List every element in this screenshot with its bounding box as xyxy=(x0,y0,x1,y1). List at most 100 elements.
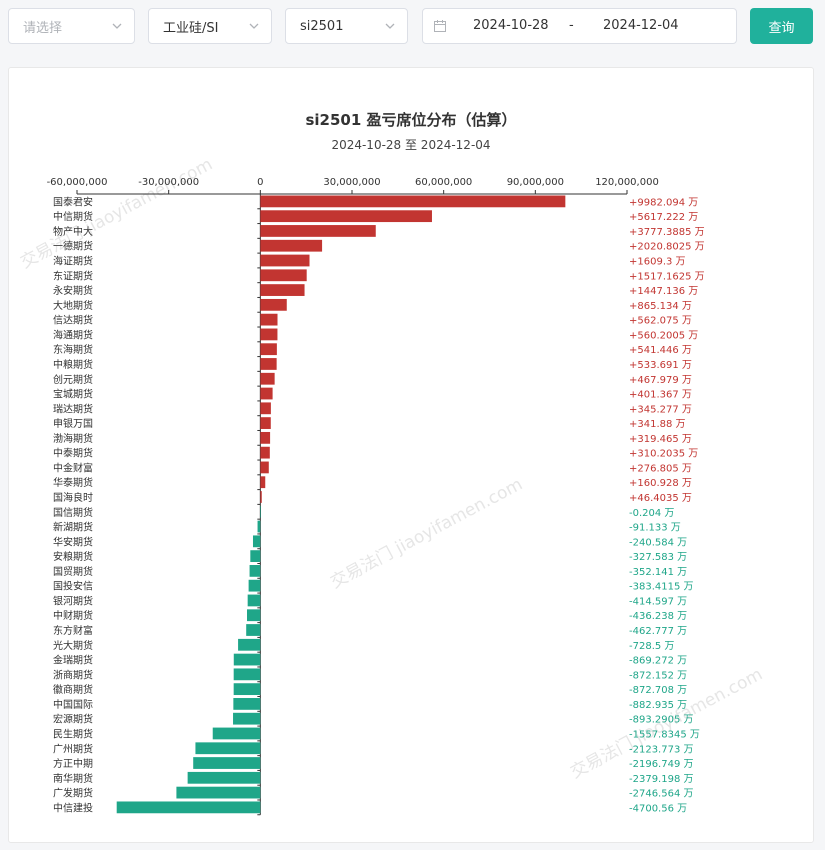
data-label: +46.4035 万 xyxy=(629,493,692,504)
bar[interactable] xyxy=(260,195,566,208)
x-tick-label: -30,000,000 xyxy=(138,177,199,188)
bar[interactable] xyxy=(260,239,323,252)
chart-card: 交易法门 jiaoyifamen.com 交易法门 jiaoyifamen.com… xyxy=(8,67,814,843)
bar[interactable] xyxy=(260,431,271,444)
bar[interactable] xyxy=(238,638,261,651)
bar[interactable] xyxy=(260,313,278,326)
query-button[interactable]: 查询 xyxy=(750,8,813,44)
bar[interactable] xyxy=(176,786,261,799)
bar[interactable] xyxy=(260,343,277,356)
calendar-icon xyxy=(434,20,446,32)
bar[interactable] xyxy=(212,727,261,740)
bar[interactable] xyxy=(233,653,261,666)
data-label: -91.133 万 xyxy=(629,523,681,534)
data-label: -414.597 万 xyxy=(629,596,687,607)
bar[interactable] xyxy=(233,668,261,681)
bar[interactable] xyxy=(187,771,261,784)
data-label: +341.88 万 xyxy=(629,419,686,430)
data-label: +562.075 万 xyxy=(629,316,692,327)
bar[interactable] xyxy=(260,225,376,237)
bar[interactable] xyxy=(260,328,278,341)
y-category-label: 中国国际 xyxy=(53,698,93,711)
data-label: -352.141 万 xyxy=(629,567,687,578)
data-label: +533.691 万 xyxy=(629,360,692,371)
y-category-label: 银河期货 xyxy=(53,594,93,607)
y-category-label: 渤海期货 xyxy=(53,432,93,445)
y-category-label: 南华期货 xyxy=(53,772,93,785)
y-category-label: 东证期货 xyxy=(53,269,93,282)
y-category-label: 金瑞期货 xyxy=(53,654,93,667)
bar[interactable] xyxy=(252,535,261,548)
bar[interactable] xyxy=(260,402,271,415)
bar[interactable] xyxy=(247,609,261,622)
bar[interactable] xyxy=(260,269,307,282)
y-category-label: 安粮期货 xyxy=(53,550,93,563)
data-label: +865.134 万 xyxy=(629,301,692,312)
y-category-label: 光大期货 xyxy=(53,639,93,652)
data-label: +2020.8025 万 xyxy=(629,242,705,253)
date-start-input[interactable]: 2024-10-28 xyxy=(473,18,549,33)
bar[interactable] xyxy=(246,624,261,636)
y-category-label: 中粮期货 xyxy=(53,358,93,371)
bar[interactable] xyxy=(260,387,273,400)
watermark-text: 交易法门 jiaoyifamen.com xyxy=(327,474,526,592)
data-label: -872.708 万 xyxy=(629,685,687,696)
bar[interactable] xyxy=(248,579,261,592)
y-category-label: 民生期货 xyxy=(53,727,93,740)
data-label: -383.4115 万 xyxy=(629,582,694,593)
data-label: -240.584 万 xyxy=(629,537,687,548)
filter-toolbar: 请选择 工业硅/SI si2501 2024-10-28 - 2024-12-0… xyxy=(0,0,825,56)
bar[interactable] xyxy=(195,742,261,755)
bar[interactable] xyxy=(249,565,261,577)
bar[interactable] xyxy=(260,358,277,370)
bar[interactable] xyxy=(233,698,261,710)
bar[interactable] xyxy=(260,210,432,223)
bar[interactable] xyxy=(193,757,261,769)
data-label: -869.272 万 xyxy=(629,656,687,667)
bar[interactable] xyxy=(260,505,261,518)
y-category-label: 东方财富 xyxy=(53,624,93,637)
exchange-select[interactable]: 请选择 xyxy=(8,8,135,44)
bar[interactable] xyxy=(260,372,275,385)
product-select[interactable]: 工业硅/SI xyxy=(148,8,272,44)
bar[interactable] xyxy=(260,417,271,429)
y-category-label: 方正中期 xyxy=(53,757,93,770)
data-label: -436.238 万 xyxy=(629,611,687,622)
bar[interactable] xyxy=(247,594,261,607)
date-range-picker[interactable]: 2024-10-28 - 2024-12-04 xyxy=(422,8,737,44)
bar[interactable] xyxy=(260,491,262,503)
y-category-label: 广州期货 xyxy=(53,742,93,755)
bar[interactable] xyxy=(260,476,266,489)
bar[interactable] xyxy=(260,298,287,311)
date-end-input[interactable]: 2024-12-04 xyxy=(603,18,679,33)
bar[interactable] xyxy=(233,712,261,725)
bar[interactable] xyxy=(260,254,310,267)
y-axis: 国泰君安中信期货物产中大一德期货海证期货东证期货永安期货大地期货信达期货海通期货… xyxy=(53,193,261,816)
data-label: -327.583 万 xyxy=(629,552,687,563)
x-tick-label: 0 xyxy=(257,177,263,188)
bar[interactable] xyxy=(116,801,261,814)
chart-title: si2501 盈亏席位分布（估算） xyxy=(305,111,516,129)
y-category-label: 浙商期货 xyxy=(53,668,93,681)
y-category-label: 华泰期货 xyxy=(53,476,93,489)
bar[interactable] xyxy=(260,284,305,296)
contract-select-value: si2501 xyxy=(300,18,344,34)
x-axis: -60,000,000 -30,000,000 0 30,000,000 60,000,… xyxy=(47,177,659,195)
data-label: +401.367 万 xyxy=(629,390,692,401)
bar[interactable] xyxy=(233,683,261,696)
data-label: -2746.564 万 xyxy=(629,789,694,800)
y-category-label: 创元期货 xyxy=(53,373,93,386)
data-label: +345.277 万 xyxy=(629,404,692,415)
bar[interactable] xyxy=(260,446,270,459)
contract-select[interactable]: si2501 xyxy=(285,8,408,44)
data-label: -728.5 万 xyxy=(629,641,674,652)
y-category-label: 新湖期货 xyxy=(53,521,93,534)
bar[interactable] xyxy=(260,461,269,474)
bar[interactable] xyxy=(250,550,261,562)
y-category-label: 海证期货 xyxy=(53,255,93,268)
y-category-label: 中金财富 xyxy=(53,461,93,474)
y-category-label: 宏源期货 xyxy=(53,713,93,726)
x-tick-label: 30,000,000 xyxy=(323,177,380,188)
bar[interactable] xyxy=(257,520,261,533)
chevron-down-icon xyxy=(249,23,259,29)
